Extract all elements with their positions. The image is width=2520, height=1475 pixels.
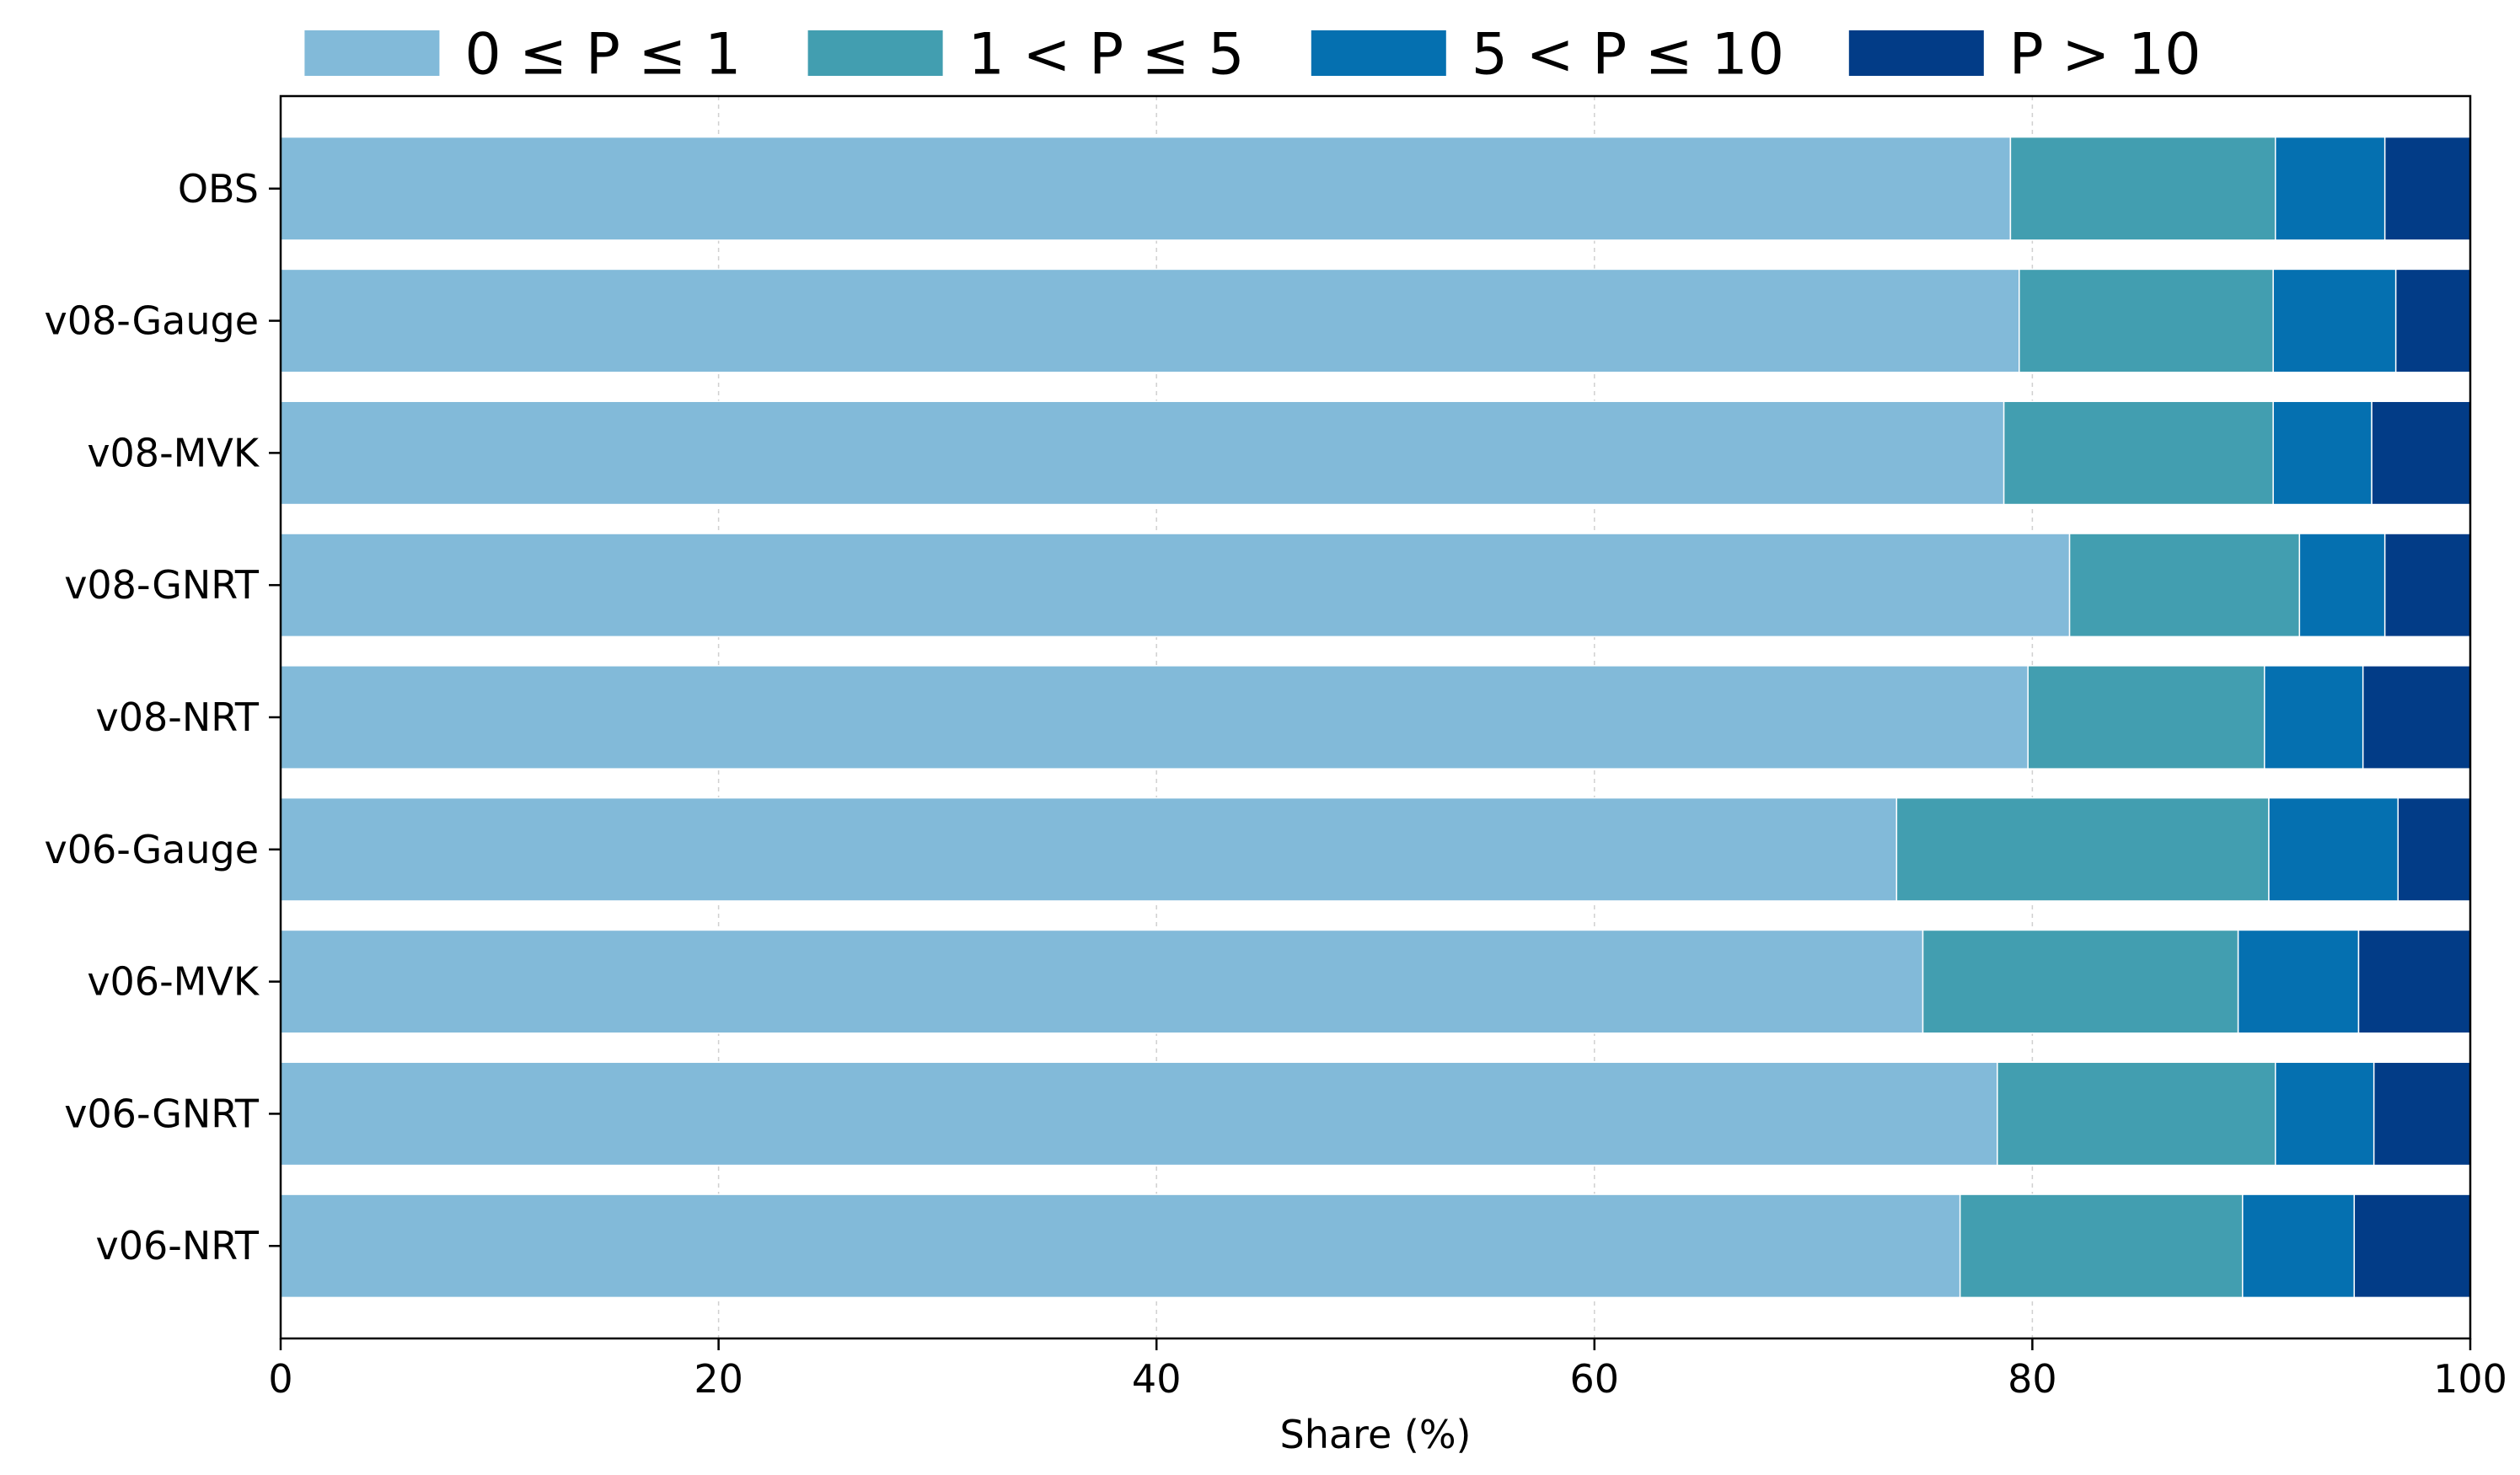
bar-segment — [2275, 1061, 2375, 1167]
y-axis: OBS v08-Gauge v08-MVK v08-GNRT v08-NRT v06-Ga… — [44, 166, 281, 1268]
y-tick-label: v08-GNRT — [64, 562, 260, 608]
bar-segment — [2373, 1061, 2471, 1167]
bar-segment — [2068, 533, 2301, 638]
bar-segment — [1895, 796, 2270, 902]
bar-segment — [2298, 533, 2386, 638]
legend-swatch — [1311, 30, 1446, 76]
bar-segment — [2242, 1193, 2356, 1299]
bar-segment — [280, 796, 1898, 902]
y-tick-label: v06-MVK — [87, 959, 260, 1005]
bar-segment — [2275, 136, 2386, 241]
bars — [280, 136, 2471, 1299]
legend-swatch — [304, 30, 440, 76]
bar-segment — [2009, 136, 2276, 241]
legend-label: 5 < P ≤ 10 — [1472, 21, 1784, 88]
legend-label: P > 10 — [2009, 21, 2201, 88]
legend-label: 0 ≤ P ≤ 1 — [464, 21, 741, 88]
bar-segment — [280, 665, 2029, 770]
legend-swatch — [1848, 30, 1984, 76]
x-tick-label: 40 — [1132, 1356, 1182, 1402]
bar-segment — [1959, 1193, 2244, 1299]
bar-segment — [2397, 796, 2471, 902]
x-axis: 0 20 40 60 80 100 — [268, 1338, 2507, 1402]
x-tick-label: 60 — [1570, 1356, 1620, 1402]
y-tick-label: v08-Gauge — [44, 298, 259, 344]
bar-segment — [280, 400, 2005, 506]
y-tick-label: v06-GNRT — [64, 1091, 260, 1136]
bar-segment — [2272, 268, 2397, 373]
x-tick-label: 100 — [2433, 1356, 2507, 1402]
y-tick-label: v06-Gauge — [44, 827, 259, 872]
y-tick-label: OBS — [178, 166, 259, 212]
bar-segment — [280, 268, 2020, 373]
bar-segment — [280, 1193, 1961, 1299]
bar-segment — [280, 136, 2012, 241]
bar-segment — [1922, 929, 2239, 1034]
bar-segment — [2268, 796, 2399, 902]
bar-segment — [280, 929, 1924, 1034]
bar-segment — [2264, 665, 2364, 770]
bar-segment — [2027, 665, 2265, 770]
legend-label: 1 < P ≤ 5 — [968, 21, 1245, 88]
bar-segment — [2272, 400, 2373, 506]
bar-segment — [2003, 400, 2274, 506]
bar-segment — [2237, 929, 2360, 1034]
bar-segment — [2353, 1193, 2471, 1299]
x-axis-label: Share (%) — [1280, 1412, 1472, 1457]
x-tick-label: 0 — [268, 1356, 292, 1402]
bar-segment — [2394, 268, 2471, 373]
legend-swatch — [807, 30, 943, 76]
bar-segment — [1997, 1061, 2276, 1167]
bar-segment — [2362, 665, 2471, 770]
y-tick-label: v08-NRT — [96, 695, 260, 740]
bar-segment — [2383, 533, 2471, 638]
y-tick-label: v08-MVK — [87, 430, 260, 475]
bar-segment — [280, 533, 2071, 638]
legend: 0 ≤ P ≤ 1 1 < P ≤ 5 5 < P ≤ 10 P > 10 — [304, 21, 2201, 88]
bar-segment — [2371, 400, 2471, 506]
bar-segment — [2357, 929, 2471, 1034]
bar-segment — [2383, 136, 2471, 241]
bar-segment — [280, 1061, 1998, 1167]
bar-segment — [2019, 268, 2274, 373]
y-tick-label: v06-NRT — [96, 1223, 260, 1268]
x-tick-label: 20 — [694, 1356, 743, 1402]
x-tick-label: 80 — [2008, 1356, 2057, 1402]
